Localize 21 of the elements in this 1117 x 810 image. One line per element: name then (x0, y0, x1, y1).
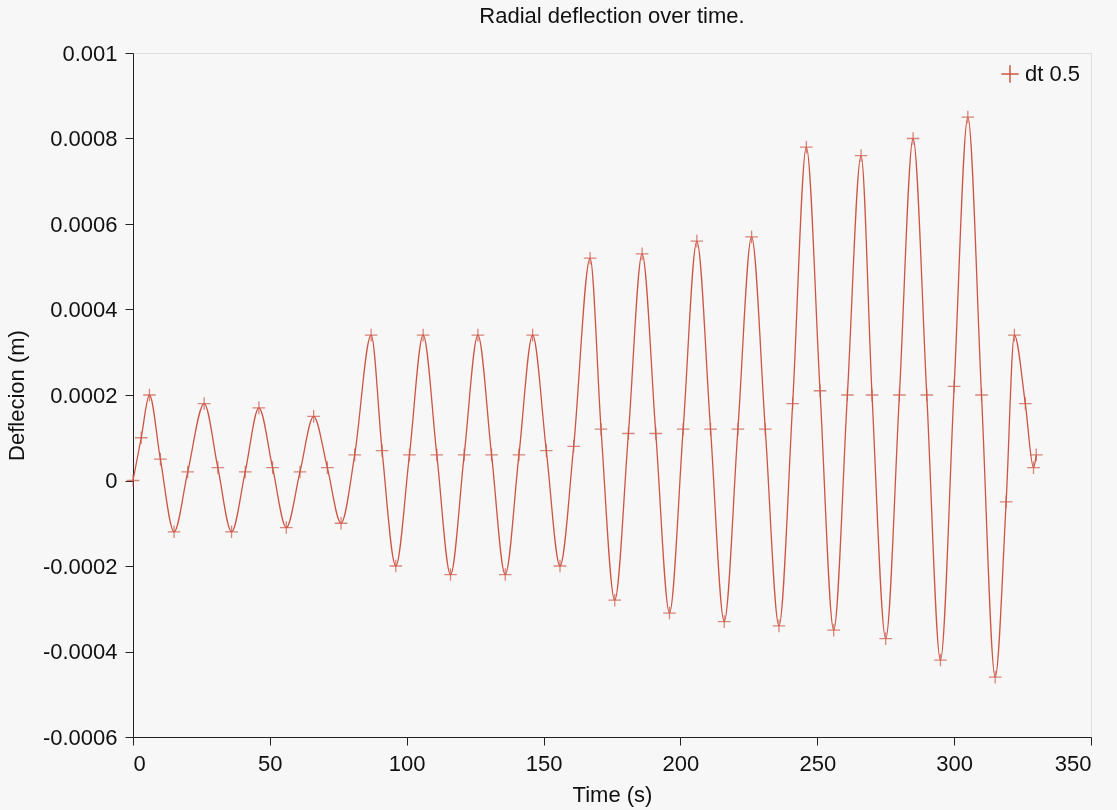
y-tick-label: 0.0008 (50, 126, 118, 151)
x-tick-label: 200 (662, 750, 700, 776)
y-tick-label: -0.0002 (42, 553, 118, 579)
y-tick-label: -0.0006 (42, 724, 118, 750)
y-tick-label: 0.0006 (50, 211, 118, 237)
x-tick-label: 350 (1054, 750, 1092, 776)
y-tick-label: 0 (105, 468, 118, 493)
y-tick-label: -0.0004 (42, 639, 118, 664)
x-axis-title: Time (s) (572, 781, 653, 807)
x-tick-label: 150 (525, 750, 563, 776)
x-tick-label: 100 (388, 750, 426, 776)
y-tick-label: 0.001 (62, 40, 118, 66)
x-tick-label: 50 (258, 750, 283, 776)
x-tick-label: 250 (799, 750, 837, 776)
chart-title: Radial deflection over time. (479, 3, 745, 28)
x-tick-label: 300 (936, 750, 973, 776)
legend-label: dt 0.5 (1025, 61, 1081, 86)
y-tick-label: 0.0004 (50, 297, 118, 322)
y-axis-title: Deflecion (m) (3, 330, 29, 461)
x-tick-label: 0 (133, 750, 146, 776)
y-tick-label: 0.0002 (50, 382, 118, 408)
